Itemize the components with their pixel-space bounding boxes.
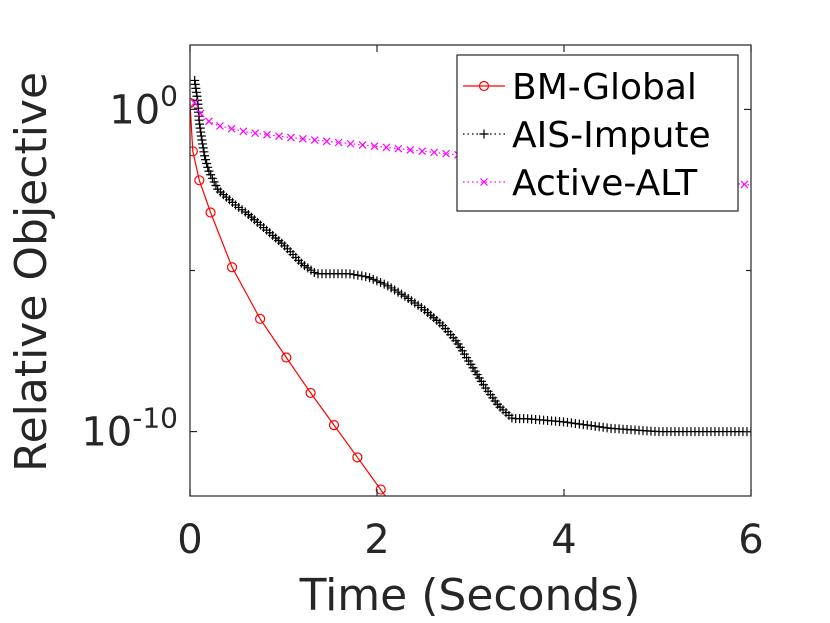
data-point: [190, 99, 199, 107]
data-point: [370, 142, 379, 151]
data-point: [334, 138, 343, 147]
legend-label: BM-Global: [512, 67, 697, 108]
data-point: [372, 276, 382, 286]
data-point: [368, 274, 378, 284]
data-point: [199, 147, 209, 157]
data-point: [406, 145, 415, 154]
data-point: [394, 144, 403, 153]
x-tick-label: 4: [551, 517, 576, 563]
data-point: [216, 122, 224, 130]
data-point: [200, 151, 210, 161]
series-line: [190, 102, 386, 496]
data-point: [194, 175, 205, 186]
y-axis-label: Relative Objective: [6, 72, 57, 472]
data-point: [740, 180, 749, 189]
data-point: [345, 269, 355, 279]
data-point: [206, 170, 216, 180]
data-point: [310, 136, 319, 144]
data-point: [322, 137, 331, 146]
legend-entry: Active-ALT: [463, 163, 698, 204]
data-point: [352, 452, 363, 463]
data-point: [328, 420, 340, 431]
data-point: [507, 413, 517, 423]
data-point: [365, 273, 375, 283]
data-point: [442, 149, 451, 158]
data-point: [205, 207, 216, 218]
data-point: [190, 146, 198, 157]
data-point: [263, 130, 272, 139]
data-point: [196, 109, 205, 118]
legend-box: [456, 54, 739, 212]
x-axis-label: Time (Seconds): [299, 570, 641, 621]
series-bm-global: [190, 97, 431, 558]
data-point: [255, 313, 266, 324]
data-point: [422, 549, 431, 558]
data-point: [211, 181, 221, 191]
series-ais-impute: [190, 75, 751, 437]
data-point: [226, 262, 238, 273]
data-point: [430, 148, 439, 157]
legend-swatch-marker: [480, 178, 488, 186]
data-point: [286, 133, 295, 142]
data-point: [275, 132, 283, 141]
data-point: [349, 270, 359, 280]
legend-label: Active-ALT: [512, 163, 698, 204]
data-point: [239, 127, 248, 136]
data-point: [207, 173, 217, 183]
data-point: [281, 352, 292, 363]
data-point: [375, 484, 386, 495]
data-point: [201, 155, 211, 165]
data-point: [418, 147, 427, 156]
data-point: [361, 272, 371, 282]
data-point: [203, 162, 213, 172]
data-point: [357, 271, 367, 281]
legend-entry: BM-Global: [463, 67, 697, 108]
axis-ticks: 0 2 4 6 100 10-10: [81, 45, 764, 563]
y-tick-label: 100: [109, 79, 178, 133]
data-point: [382, 143, 391, 152]
data-point: [204, 117, 213, 126]
data-point: [197, 135, 207, 145]
data-point: [358, 141, 367, 149]
data-point: [251, 129, 260, 138]
data-point: [198, 139, 208, 149]
x-tick-label: 0: [177, 517, 202, 563]
data-point: [353, 270, 363, 280]
data-point: [202, 158, 212, 168]
data-point: [399, 517, 408, 526]
x-tick-label: 6: [738, 517, 763, 563]
legend-swatch-marker: [478, 80, 490, 92]
legend-swatch-marker: [479, 129, 489, 139]
data-point: [198, 143, 208, 153]
data-point: [346, 139, 355, 148]
legend-label: AIS-Impute: [512, 115, 711, 156]
data-point: [227, 124, 236, 133]
y-tick-label: 10-10: [81, 402, 178, 456]
data-point: [204, 166, 214, 176]
legend: BM-Global AIS-Impute Active-ALT: [456, 54, 739, 212]
legend-entry: AIS-Impute: [463, 115, 711, 156]
data-point: [298, 134, 307, 143]
data-point: [305, 387, 316, 399]
x-tick-label: 2: [364, 517, 389, 563]
data-point: [309, 267, 319, 277]
data-point: [376, 278, 386, 287]
data-point: [209, 177, 219, 187]
